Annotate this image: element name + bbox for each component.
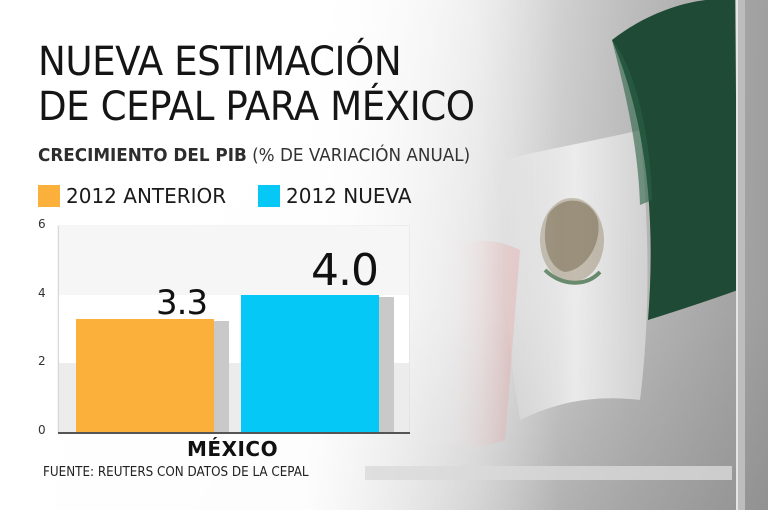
legend-label-nueva: 2012 NUEVA (286, 184, 412, 208)
bar-nueva (241, 294, 379, 432)
bar-anterior (76, 318, 214, 432)
flag-pole-icon (736, 0, 745, 510)
title-line-1: NUEVA ESTIMACIÓN (38, 39, 402, 85)
source-credit: FUENTE: REUTERS CON DATOS DE LA CEPAL (43, 465, 309, 480)
category-label-mexico: MÉXICO (187, 437, 279, 461)
legend-label-anterior: 2012 ANTERIOR (66, 184, 227, 208)
x-axis-line (58, 432, 410, 434)
bar-shadow (214, 320, 229, 432)
legend-swatch-nueva (258, 185, 280, 207)
source-strip (365, 466, 732, 480)
flag-green-stripe (612, 0, 738, 320)
page-title: NUEVA ESTIMACIÓN DE CEPAL PARA MÉXICO (38, 40, 475, 130)
gridband-4-6 (59, 226, 409, 295)
legend-swatch-anterior (38, 185, 60, 207)
subtitle-rest: (% DE VARIACIÓN ANUAL) (246, 146, 471, 166)
bar-shadow (379, 296, 394, 432)
data-label-anterior: 3.3 (156, 282, 208, 323)
y-tick-label: 2 (38, 354, 46, 369)
data-label-nueva: 4.0 (311, 244, 379, 296)
subtitle-bold: CRECIMIENTO DEL PIB (38, 146, 247, 166)
chart-subtitle: CRECIMIENTO DEL PIB (% DE VARIACIÓN ANUA… (38, 146, 470, 166)
y-tick-label: 0 (38, 423, 46, 437)
y-tick-label: 6 (38, 217, 46, 231)
legend-item-nueva: 2012 NUEVA (258, 184, 412, 208)
title-line-2: DE CEPAL PARA MÉXICO (38, 84, 475, 130)
y-tick-label: 4 (38, 285, 46, 300)
legend-item-anterior: 2012 ANTERIOR (38, 184, 226, 208)
